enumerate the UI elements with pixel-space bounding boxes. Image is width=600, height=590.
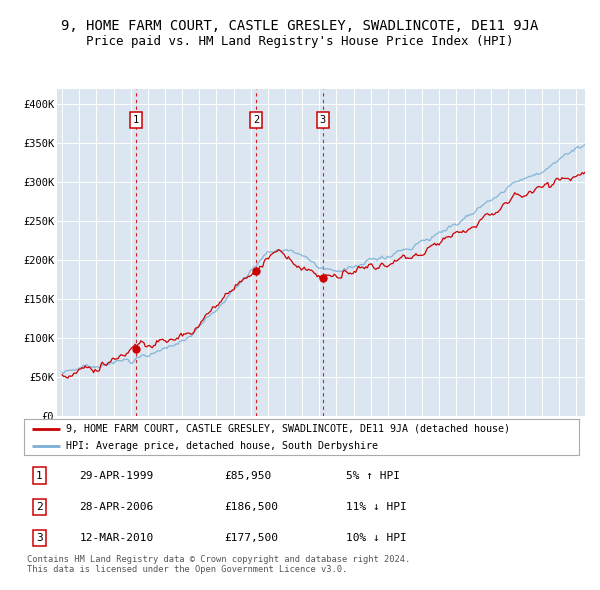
Text: Contains HM Land Registry data © Crown copyright and database right 2024.
This d: Contains HM Land Registry data © Crown c… bbox=[27, 555, 410, 574]
Text: HPI: Average price, detached house, South Derbyshire: HPI: Average price, detached house, Sout… bbox=[65, 441, 377, 451]
Text: 3: 3 bbox=[319, 114, 326, 124]
Text: 10% ↓ HPI: 10% ↓ HPI bbox=[346, 533, 407, 543]
Text: 2: 2 bbox=[36, 502, 43, 512]
Text: 1: 1 bbox=[36, 471, 43, 481]
Text: 9, HOME FARM COURT, CASTLE GRESLEY, SWADLINCOTE, DE11 9JA: 9, HOME FARM COURT, CASTLE GRESLEY, SWAD… bbox=[61, 19, 539, 33]
Text: 1: 1 bbox=[133, 114, 139, 124]
Text: 5% ↑ HPI: 5% ↑ HPI bbox=[346, 471, 400, 481]
Text: £177,500: £177,500 bbox=[224, 533, 278, 543]
Text: £186,500: £186,500 bbox=[224, 502, 278, 512]
Text: 29-APR-1999: 29-APR-1999 bbox=[79, 471, 154, 481]
Text: 11% ↓ HPI: 11% ↓ HPI bbox=[346, 502, 407, 512]
Text: £85,950: £85,950 bbox=[224, 471, 271, 481]
Text: 3: 3 bbox=[36, 533, 43, 543]
Text: 12-MAR-2010: 12-MAR-2010 bbox=[79, 533, 154, 543]
Text: 2: 2 bbox=[253, 114, 259, 124]
Text: Price paid vs. HM Land Registry's House Price Index (HPI): Price paid vs. HM Land Registry's House … bbox=[86, 35, 514, 48]
Text: 28-APR-2006: 28-APR-2006 bbox=[79, 502, 154, 512]
Text: 9, HOME FARM COURT, CASTLE GRESLEY, SWADLINCOTE, DE11 9JA (detached house): 9, HOME FARM COURT, CASTLE GRESLEY, SWAD… bbox=[65, 424, 509, 434]
